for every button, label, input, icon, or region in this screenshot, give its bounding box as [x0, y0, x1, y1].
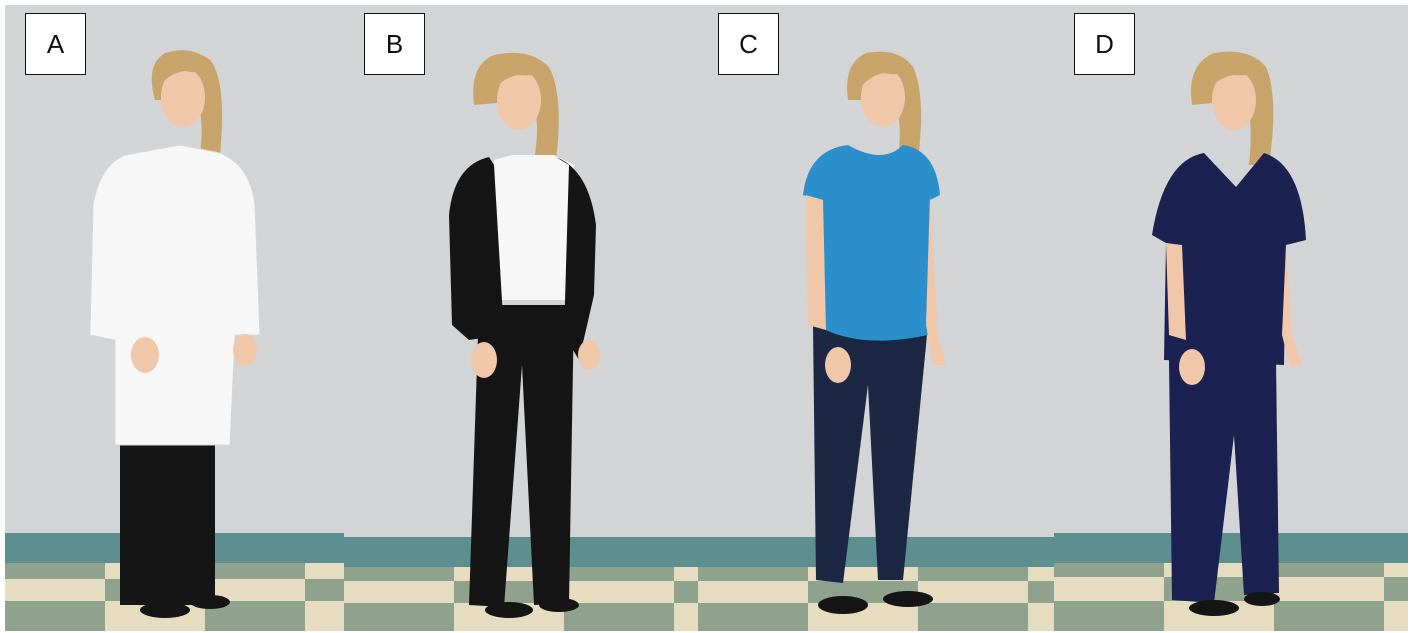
checkered-floor	[698, 567, 1054, 631]
woman-in-casual-outfit	[803, 51, 946, 614]
panel-label-b: B	[364, 13, 425, 75]
photo-panel-b: B	[344, 5, 698, 631]
photo-scene-casual	[698, 5, 1054, 631]
woman-in-business-suit	[449, 52, 600, 618]
panel-label-a: A	[25, 13, 86, 75]
photo-panel-a: A	[5, 5, 344, 631]
photo-scene-business-suit	[344, 5, 698, 631]
photo-panel-d: D	[1054, 5, 1408, 631]
photo-scene-white-coat	[5, 5, 344, 631]
panel-label-c: C	[718, 13, 779, 75]
photo-scene-scrubs	[1054, 5, 1408, 631]
woman-in-white-coat	[89, 50, 261, 618]
photo-panel-c: C	[698, 5, 1054, 631]
woman-in-scrubs	[1152, 51, 1306, 616]
checkered-floor	[1054, 563, 1408, 631]
panel-label-d: D	[1074, 13, 1135, 75]
checkered-floor	[344, 567, 698, 631]
